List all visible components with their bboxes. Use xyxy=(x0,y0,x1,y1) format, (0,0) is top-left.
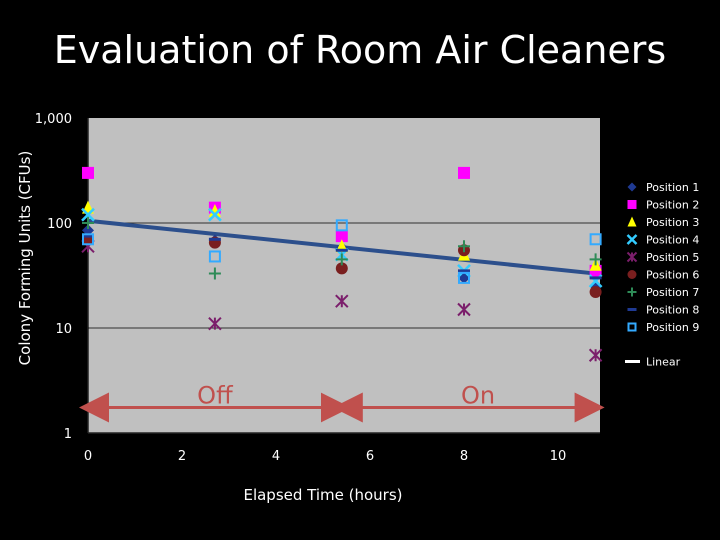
legend-entry: Position 9 xyxy=(646,321,699,334)
x-tick-label: 4 xyxy=(272,449,280,464)
annotation-label: Off xyxy=(197,382,233,410)
data-point xyxy=(335,294,349,308)
data-point xyxy=(589,286,602,299)
data-point xyxy=(335,262,348,275)
data-point xyxy=(335,219,348,232)
legend-marker xyxy=(627,322,637,332)
legend-marker xyxy=(627,200,637,209)
legend-marker xyxy=(627,287,637,297)
legend-entry: Linear xyxy=(646,356,681,369)
data-point xyxy=(208,207,222,222)
data-point xyxy=(588,348,603,362)
data-point xyxy=(208,316,222,331)
x-tick-label: 2 xyxy=(178,449,186,464)
legend-marker xyxy=(627,270,637,279)
legend-entry: Position 4 xyxy=(646,234,699,247)
legend-entry: Position 5 xyxy=(646,251,699,264)
legend-marker xyxy=(627,182,637,192)
x-tick-label: 10 xyxy=(550,449,567,464)
legend-entry: Position 8 xyxy=(646,304,699,317)
data-point xyxy=(458,166,470,179)
legend-entry: Position 6 xyxy=(646,269,699,282)
legend-entry: Position 7 xyxy=(646,286,699,299)
y-axis-label: Colony Forming Units (CFUs) xyxy=(16,151,34,366)
data-point xyxy=(82,233,94,246)
legend-entry: Position 1 xyxy=(646,181,699,194)
data-point xyxy=(335,253,348,266)
data-point xyxy=(82,166,94,179)
data-point xyxy=(208,250,221,263)
data-point xyxy=(208,267,221,280)
x-tick-label: 8 xyxy=(460,449,468,464)
x-axis-ticks: 0 2 4 6 8 10 xyxy=(84,449,566,464)
legend-marker xyxy=(626,234,638,245)
data-point xyxy=(589,233,602,246)
y-tick-label: 10 xyxy=(55,322,72,337)
annotation-label: On xyxy=(461,382,495,410)
y-tick-label: 1 xyxy=(64,427,72,442)
y-axis-ticks: 1 10 100 1,000 xyxy=(35,112,72,442)
x-tick-label: 0 xyxy=(84,449,92,464)
y-tick-label: 100 xyxy=(47,217,72,232)
legend-marker xyxy=(627,216,637,227)
x-tick-label: 6 xyxy=(366,449,374,464)
data-point xyxy=(81,207,95,222)
data-point xyxy=(458,240,470,253)
data-point xyxy=(208,204,221,218)
plot-area xyxy=(88,118,600,433)
data-point xyxy=(335,230,348,243)
chart-title: Evaluation of Room Air Cleaners xyxy=(53,28,667,72)
gridlines xyxy=(88,222,600,329)
legend: Position 1 Position 2 Position 3 Position 4… xyxy=(622,175,720,375)
legend-entry: Position 2 xyxy=(646,199,699,212)
legend-entry: Position 3 xyxy=(646,216,699,229)
x-axis-label: Elapsed Time (hours) xyxy=(243,486,402,504)
data-points xyxy=(81,166,603,362)
y-tick-label: 1,000 xyxy=(35,112,72,127)
data-point xyxy=(589,253,602,266)
data-point xyxy=(458,271,470,284)
data-point xyxy=(457,302,471,317)
data-point xyxy=(82,217,94,229)
legend-box xyxy=(622,175,720,375)
legend-marker xyxy=(626,251,638,263)
annotations: Off On xyxy=(79,382,605,423)
